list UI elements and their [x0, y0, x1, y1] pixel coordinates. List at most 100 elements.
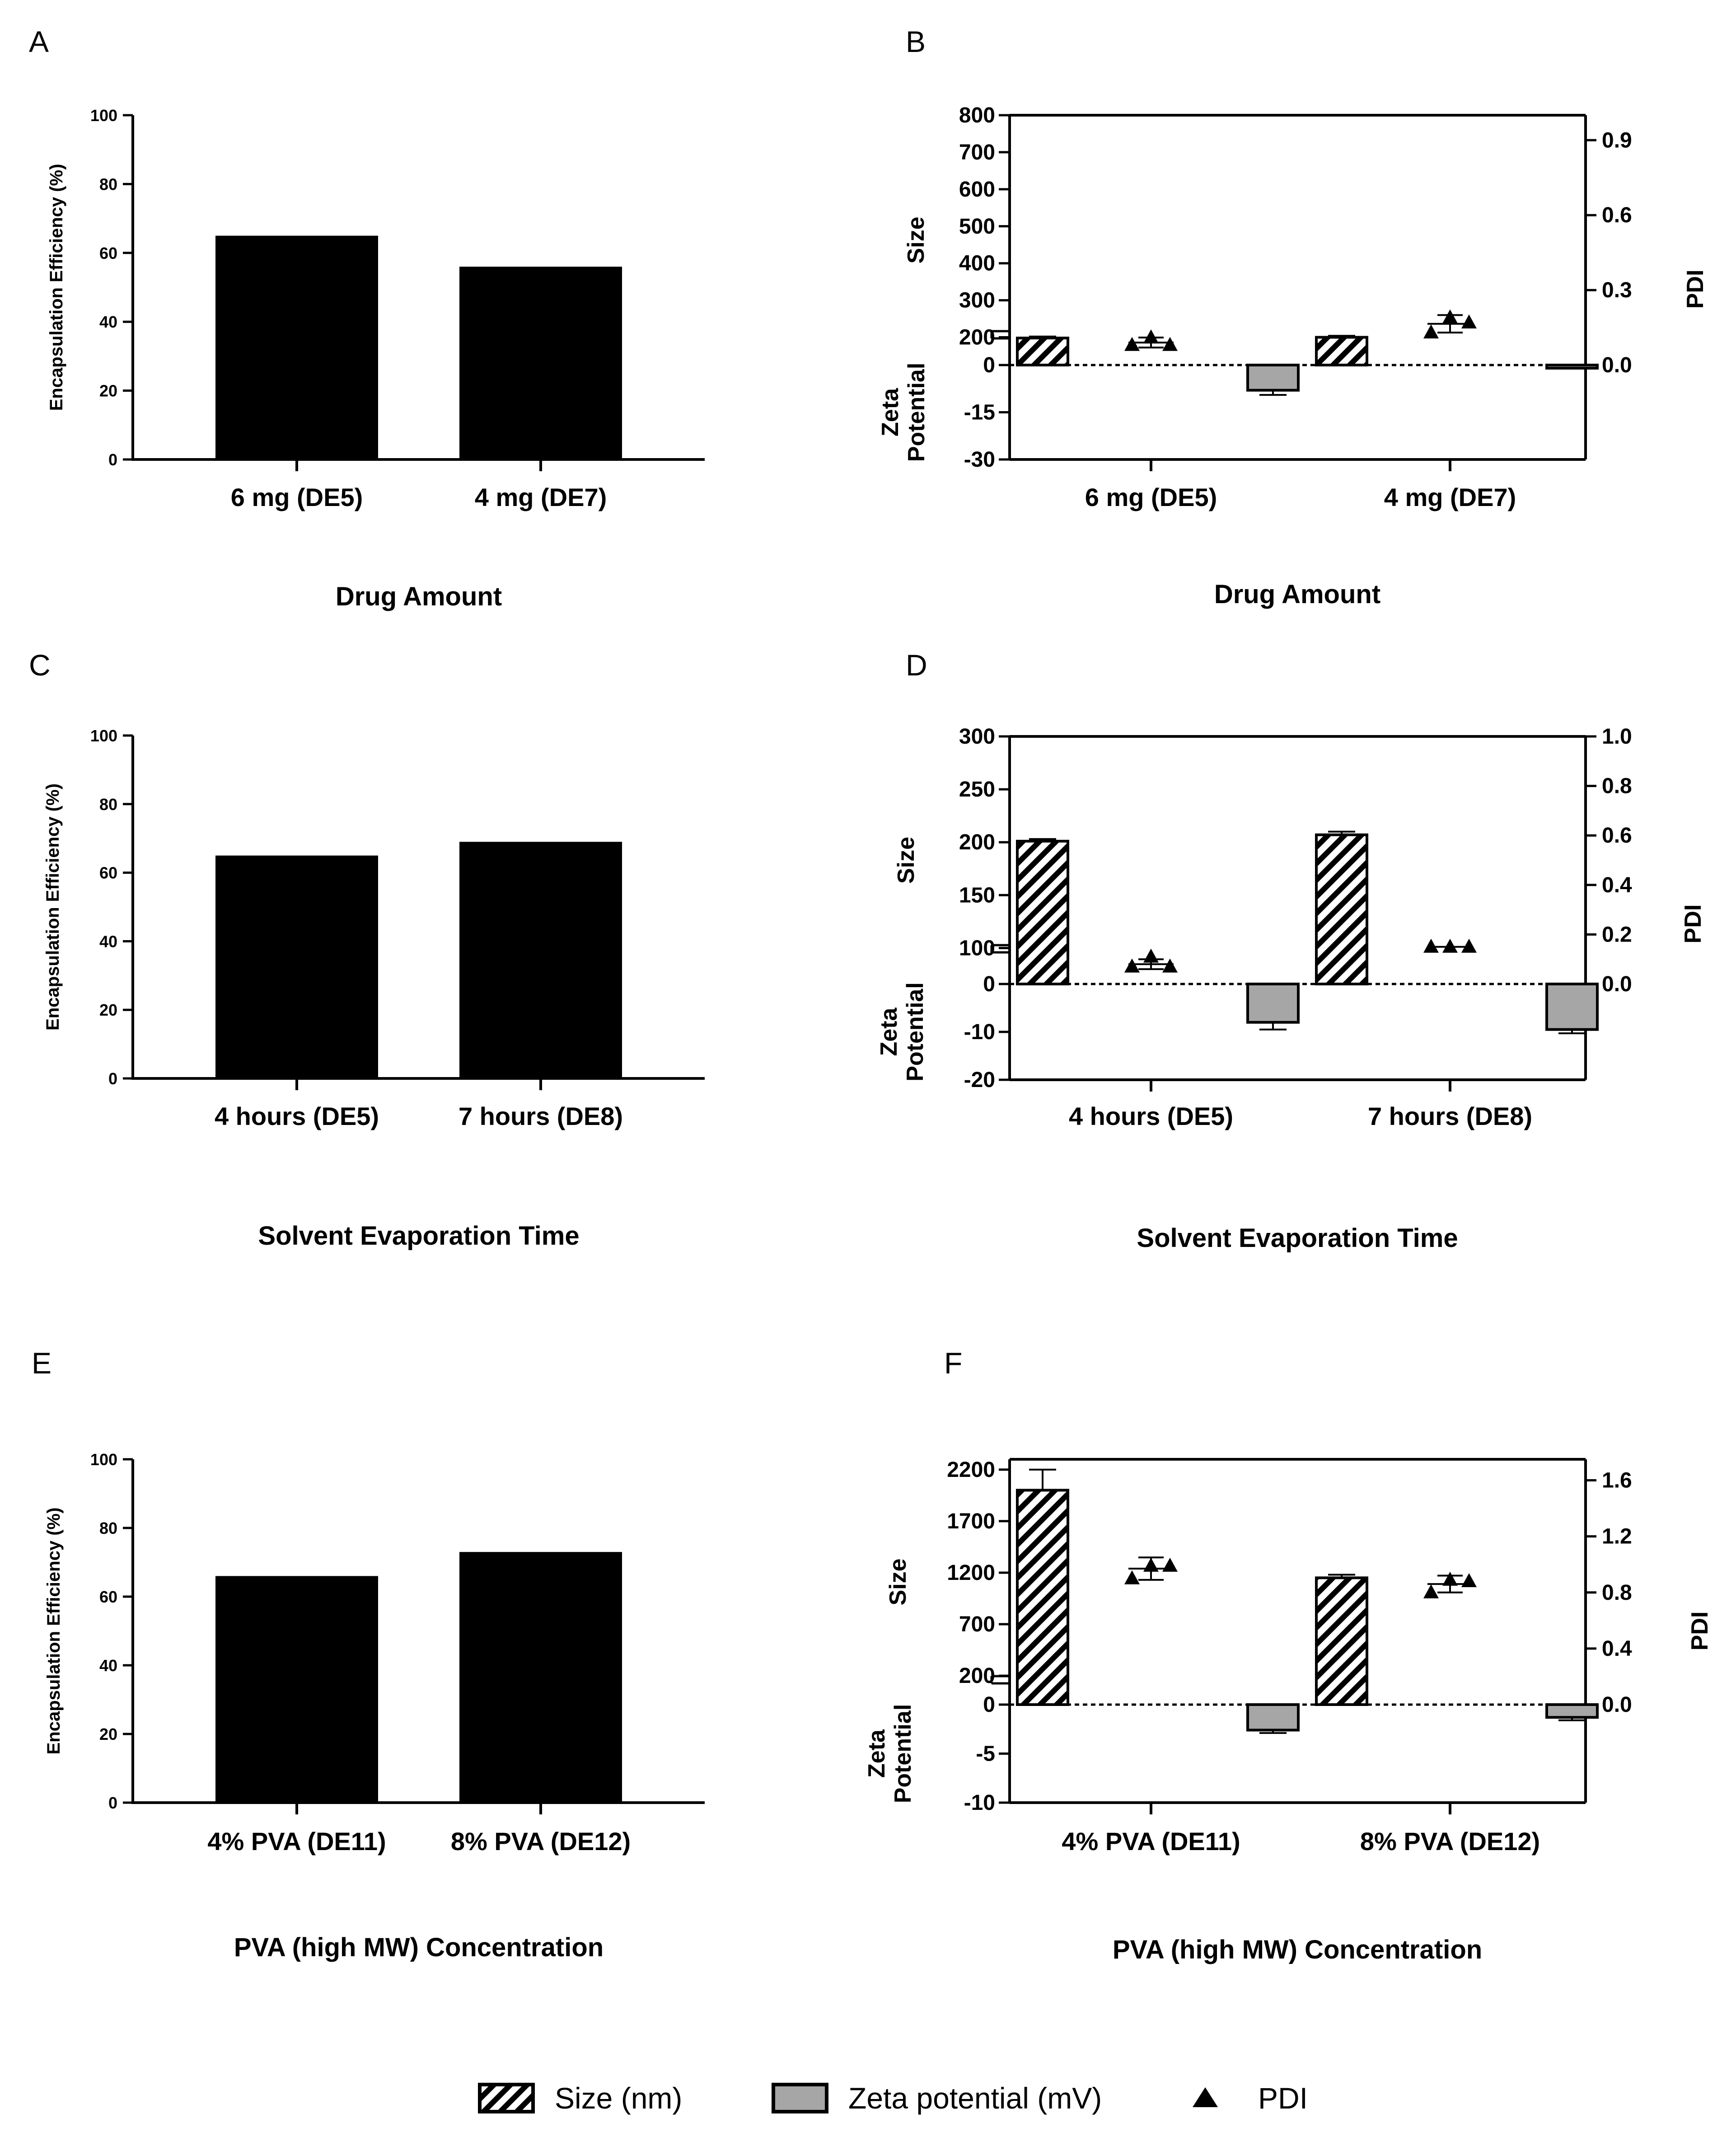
- panel-b-chart: 200 300 400 500 600 700 800 0 -15 -30 0.0 0.3 0.6 0.9…: [877, 103, 1708, 609]
- pdi-tick-label: 0.0: [1602, 353, 1632, 377]
- size-tick-label: 300: [959, 289, 995, 313]
- size-bar: [1315, 833, 1368, 986]
- size-tick-label: 1700: [947, 1509, 995, 1533]
- pdi-tick-label: 0.0: [1602, 1693, 1632, 1717]
- panel-letter-a: A: [29, 25, 49, 58]
- pdi-point: [1143, 329, 1159, 344]
- zeta-tick-label: -5: [976, 1742, 995, 1766]
- zeta-bar: [1246, 364, 1300, 392]
- zeta-axis-label-line2: Potential: [902, 982, 928, 1082]
- panel-f-chart: 200 700 1200 1700 2200 0 -5 -10 0.0 0.4 0.8 1.2 1.6 4…: [864, 1458, 1713, 1964]
- size-axis-label: Size: [885, 1558, 911, 1605]
- bar: [459, 267, 622, 459]
- x-tick-label: 4 mg (DE7): [475, 483, 607, 511]
- pdi-tick-label: 0.8: [1602, 1581, 1632, 1605]
- y-axis-label: Encapsulation Efficiency (%): [43, 783, 63, 1031]
- panel-c-chart: 0 20 40 60 80 100 4 hours (DE5) 7 hours (DE8) So…: [43, 726, 705, 1251]
- pdi-tick-label: 0.8: [1602, 774, 1632, 798]
- panel-letter-f: F: [944, 1346, 962, 1380]
- size-tick-label: 200: [959, 326, 995, 350]
- panel-letter-b: B: [906, 25, 926, 58]
- y-tick-label: 20: [99, 1725, 117, 1743]
- size-tick-label: 400: [959, 252, 995, 276]
- pdi-point: [1442, 938, 1458, 953]
- legend-pdi-label: PDI: [1258, 2081, 1308, 2115]
- y-tick-label: 0: [108, 1069, 117, 1088]
- pdi-point: [1442, 309, 1458, 323]
- zeta-tick-label: 0: [983, 972, 995, 996]
- pdi-point: [1162, 958, 1178, 973]
- pdi-point: [1124, 337, 1140, 351]
- zeta-tick-label: -30: [964, 448, 995, 472]
- pdi-axis-label: PDI: [1682, 270, 1708, 309]
- panel-letter-c: C: [29, 648, 51, 682]
- y-tick-label: 60: [99, 1588, 117, 1606]
- size-bar: [1315, 1576, 1368, 1706]
- legend-zeta-label: Zeta potential (mV): [848, 2081, 1102, 2115]
- pdi-tick-label: 1.0: [1602, 725, 1632, 749]
- bar: [215, 1576, 378, 1803]
- panel-d-chart: 100 150 200 250 300 0 -10 -20 0.0 0.2 0.4 0.6 0.8 1.0…: [876, 725, 1706, 1253]
- x-tick-label: 8% PVA (DE12): [451, 1827, 631, 1856]
- y-tick-label: 0: [108, 450, 117, 469]
- pdi-point: [1461, 314, 1477, 328]
- zeta-bar: [1545, 1703, 1599, 1719]
- pdi-point: [1461, 1573, 1477, 1587]
- x-tick-label: 6 mg (DE5): [231, 483, 363, 511]
- y-tick-label: 60: [99, 244, 117, 262]
- size-axis-label: Size: [903, 216, 929, 263]
- pdi-tick-label: 0.9: [1602, 128, 1632, 152]
- pdi-point: [1143, 1557, 1159, 1572]
- y-axis-label: Encapsulation Efficiency (%): [44, 1508, 64, 1755]
- zeta-tick-label: 0: [983, 1693, 995, 1717]
- panel-letter-e: E: [32, 1346, 51, 1380]
- size-bar: [1016, 1489, 1069, 1706]
- zeta-bar: [1545, 983, 1599, 1031]
- panel-letter-d: D: [906, 648, 927, 682]
- size-tick-label: 200: [959, 1664, 995, 1688]
- y-tick-label: 20: [99, 1001, 117, 1019]
- legend: Size (nm) Zeta potential (mV) PDI: [478, 2081, 1308, 2115]
- y-tick-label: 0: [108, 1794, 117, 1812]
- panel-e-chart: 0 20 40 60 80 100 4% PVA (DE11) 8% PVA (DE12) PV…: [44, 1450, 705, 1962]
- panel-a-chart: 0 20 40 60 80 100 6 mg (DE5) 4 mg (DE7) Drug Amo…: [47, 106, 705, 611]
- y-tick-label: 80: [99, 175, 117, 193]
- x-tick-label: 4% PVA (DE11): [1062, 1827, 1240, 1856]
- zeta-bar: [1246, 1703, 1300, 1732]
- zeta-axis-label-line2: Potential: [890, 1704, 916, 1804]
- x-tick-label: 7 hours (DE8): [459, 1102, 623, 1130]
- x-axis-label: Drug Amount: [336, 582, 502, 611]
- hatched-bar-icon: [478, 2083, 535, 2113]
- zeta-bar: [1545, 364, 1599, 370]
- pdi-tick-label: 1.6: [1602, 1469, 1632, 1493]
- size-bar: [1016, 337, 1069, 367]
- pdi-axis-label: PDI: [1680, 904, 1706, 944]
- y-tick-label: 60: [99, 864, 117, 882]
- bar: [459, 842, 622, 1078]
- x-axis-label: Solvent Evaporation Time: [1137, 1223, 1458, 1253]
- zeta-tick-label: -15: [964, 401, 995, 425]
- bar: [215, 235, 378, 459]
- pdi-tick-label: 0.2: [1602, 923, 1632, 947]
- zeta-axis-label-line2: Potential: [903, 363, 930, 462]
- pdi-tick-label: 0.0: [1602, 972, 1632, 996]
- size-bar: [1016, 839, 1069, 986]
- size-tick-label: 800: [959, 103, 995, 127]
- panels: 0 20 40 60 80 100 6 mg (DE5) 4 mg (DE7) Drug Amo…: [43, 103, 1713, 1964]
- x-tick-label: 7 hours (DE8): [1368, 1102, 1532, 1130]
- size-tick-label: 1200: [947, 1561, 995, 1585]
- x-tick-label: 4 hours (DE5): [215, 1102, 379, 1130]
- x-tick-label: 6 mg (DE5): [1085, 483, 1217, 511]
- zeta-bar: [1246, 983, 1300, 1024]
- pdi-point: [1124, 1570, 1140, 1584]
- size-tick-label: 700: [959, 141, 995, 164]
- x-axis-label: Drug Amount: [1214, 580, 1380, 609]
- pdi-point: [1162, 337, 1178, 351]
- y-axis-label: Encapsulation Efficiency (%): [47, 164, 66, 411]
- triangle-icon: [1193, 2087, 1218, 2107]
- y-tick-label: 80: [99, 1519, 117, 1537]
- legend-size-label: Size (nm): [555, 2081, 682, 2115]
- size-axis-label: Size: [893, 837, 919, 884]
- y-tick-label: 40: [99, 1656, 117, 1675]
